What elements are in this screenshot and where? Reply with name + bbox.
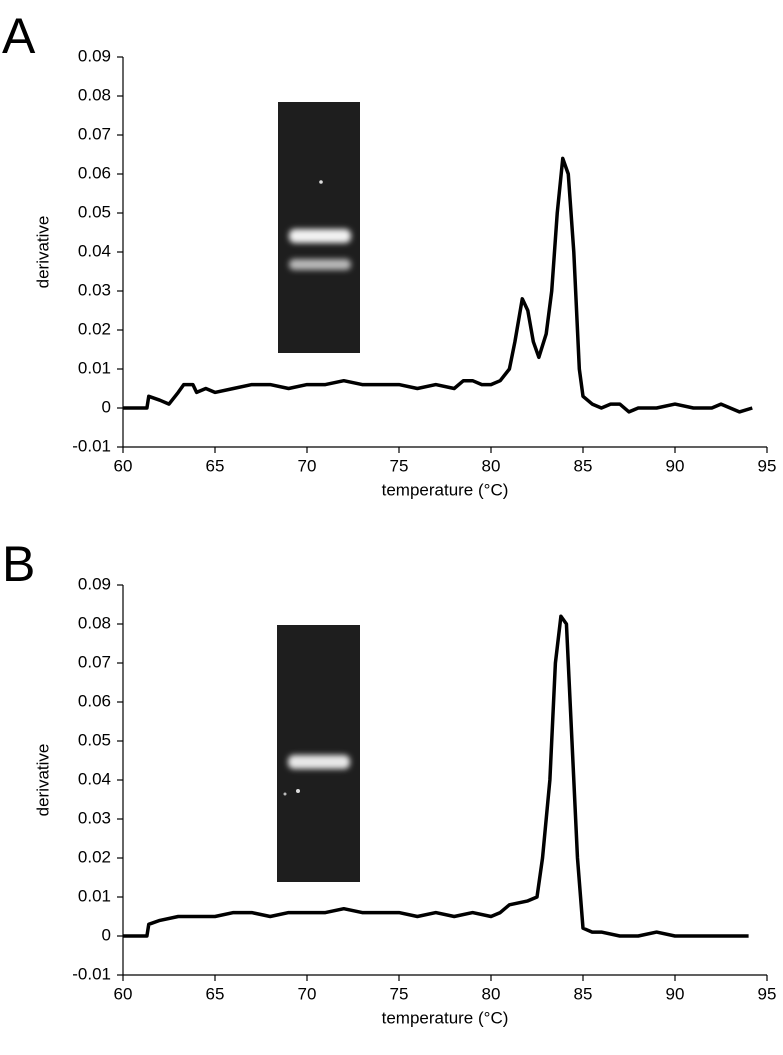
y-tick-label: 0.01 <box>78 358 111 377</box>
x-tick-label: 90 <box>666 456 685 475</box>
gel-speck <box>319 180 323 184</box>
gel-band <box>289 229 351 243</box>
x-tick-label: 95 <box>758 456 777 475</box>
x-axis-label: temperature (°C) <box>382 1008 509 1027</box>
x-tick-label: 85 <box>574 984 593 1003</box>
y-tick-label: 0.04 <box>78 241 111 260</box>
x-tick-label: 65 <box>206 456 225 475</box>
y-tick-label: 0.03 <box>78 280 111 299</box>
y-tick-label: -0.01 <box>72 964 111 983</box>
y-tick-label: 0.07 <box>78 124 111 143</box>
y-tick-label: 0.08 <box>78 613 111 632</box>
x-tick-label: 60 <box>114 984 133 1003</box>
x-tick-label: 85 <box>574 456 593 475</box>
x-tick-label: 65 <box>206 984 225 1003</box>
y-tick-label: 0 <box>102 397 111 416</box>
y-tick-label: 0.03 <box>78 808 111 827</box>
x-tick-label: 90 <box>666 984 685 1003</box>
y-tick-label: 0.06 <box>78 163 111 182</box>
x-tick-label: 80 <box>482 984 501 1003</box>
y-tick-label: 0.07 <box>78 652 111 671</box>
x-tick-label: 70 <box>298 984 317 1003</box>
gel-band <box>288 755 350 769</box>
gel-speck <box>296 789 300 793</box>
y-tick-label: 0.05 <box>78 730 111 749</box>
gel-inset <box>277 625 360 882</box>
y-tick-label: -0.01 <box>72 436 111 455</box>
y-tick-label: 0.09 <box>78 46 111 65</box>
x-tick-label: 75 <box>390 456 409 475</box>
gel-inset <box>278 102 360 353</box>
y-axis-label: derivative <box>33 216 52 289</box>
y-tick-label: 0.04 <box>78 769 111 788</box>
y-axis-label: derivative <box>33 744 52 817</box>
gel-image <box>278 102 360 353</box>
gel-band <box>289 259 351 270</box>
y-tick-label: 0.09 <box>78 574 111 593</box>
y-tick-label: 0.01 <box>78 886 111 905</box>
y-tick-label: 0.02 <box>78 319 111 338</box>
panel-label: B <box>2 536 35 592</box>
x-tick-label: 60 <box>114 456 133 475</box>
y-tick-label: 0.06 <box>78 691 111 710</box>
y-tick-label: 0 <box>102 925 111 944</box>
gel-image <box>277 625 360 882</box>
gel-speck <box>283 792 287 796</box>
x-tick-label: 80 <box>482 456 501 475</box>
panel-label: A <box>2 8 36 64</box>
melt-curve <box>123 614 749 938</box>
x-axis-label: temperature (°C) <box>382 480 509 499</box>
y-tick-label: 0.02 <box>78 847 111 866</box>
y-tick-label: 0.08 <box>78 85 111 104</box>
x-tick-label: 75 <box>390 984 409 1003</box>
melt-curve <box>123 156 753 414</box>
x-tick-label: 70 <box>298 456 317 475</box>
y-tick-label: 0.05 <box>78 202 111 221</box>
x-tick-label: 95 <box>758 984 777 1003</box>
